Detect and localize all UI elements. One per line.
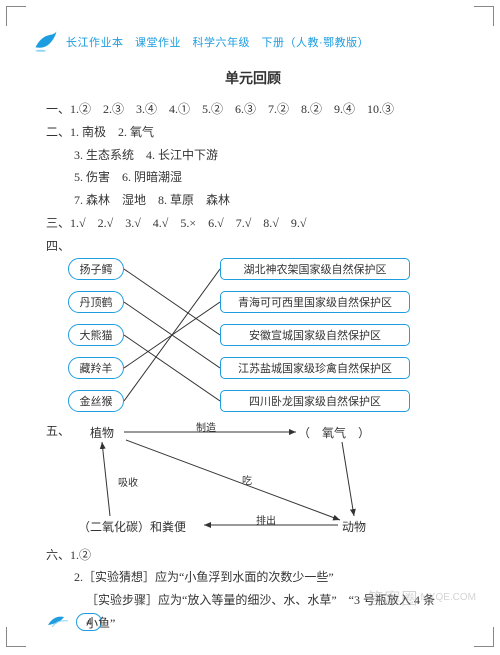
cycle-node: （ 氧气 ） <box>298 424 370 441</box>
section-6-label: 六、 <box>46 548 70 562</box>
match-left-item: 藏羚羊 <box>68 357 124 379</box>
section-3: 三、1.√ 2.√ 3.√ 4.√ 5.× 6.√ 7.√ 8.√ 9.√ <box>46 212 460 235</box>
footer: 4 <box>46 611 102 633</box>
watermark-sub: MXQE.COM <box>420 592 476 603</box>
page: 长江作业本 课堂作业 科学六年级 下册（人教·鄂教版） 单元回顾 一、1.② 2… <box>0 0 500 655</box>
cycle-node: （二氧化碳）和粪便 <box>78 518 186 535</box>
cycle-edge-label: 排出 <box>256 512 276 527</box>
match-right-item: 湖北神农架国家级自然保护区 <box>220 258 410 280</box>
match-left-item: 金丝猴 <box>68 390 124 412</box>
section-1-items: 1.② 2.③ 3.④ 4.① 5.② 6.③ 7.② 8.② 9.④ 10.③ <box>70 102 394 116</box>
bird-icon <box>32 28 60 56</box>
page-number: 4 <box>76 613 102 631</box>
match-left-item: 扬子鳄 <box>68 258 124 280</box>
match-left-item: 丹顶鹤 <box>68 291 124 313</box>
match-right-item: 江苏盐城国家级珍禽自然保护区 <box>220 357 410 379</box>
section-6-row: 1.② <box>70 548 91 562</box>
header-text: 长江作业本 课堂作业 科学六年级 下册（人教·鄂教版） <box>66 34 369 50</box>
section-2-row: 5. 伤害 6. 阴暗潮湿 <box>46 166 460 189</box>
section-4-diagram: 扬子鳄丹顶鹤大熊猫藏羚羊金丝猴 湖北神农架国家级自然保护区青海可可西里国家级自然… <box>46 258 460 416</box>
watermark-main: 答案圈 <box>367 585 418 609</box>
section-1-label: 一、 <box>46 102 70 116</box>
leaf-icon <box>46 611 72 633</box>
page-title: 单元回顾 <box>46 68 460 88</box>
section-1: 一、1.② 2.③ 3.④ 4.① 5.② 6.③ 7.② 8.② 9.④ 10… <box>46 98 460 121</box>
section-3-label: 三、 <box>46 216 70 230</box>
header: 长江作业本 课堂作业 科学六年级 下册（人教·鄂教版） <box>32 28 460 56</box>
watermark: 答案圈 MXQE.COM <box>367 585 476 609</box>
section-2-label: 二、 <box>46 125 70 139</box>
match-right-item: 安徽宣城国家级自然保护区 <box>220 324 410 346</box>
cycle-node: 动物 <box>342 518 366 535</box>
section-6-row: 小鱼” <box>46 612 460 635</box>
section-3-items: 1.√ 2.√ 3.√ 4.√ 5.× 6.√ 7.√ 8.√ 9.√ <box>70 216 306 230</box>
section-2-row: 3. 生态系统 4. 长江中下游 <box>46 144 460 167</box>
cycle-edge-label: 吃 <box>242 472 252 487</box>
section-4-label: 四、 <box>46 239 70 253</box>
match-left-item: 大熊猫 <box>68 324 124 346</box>
cycle-edge-label: 吸收 <box>118 474 138 489</box>
cycle-edge-label: 制造 <box>196 419 216 434</box>
section-5-diagram: 五、 植物 （ 氧气 ） （二氧化碳）和粪便 动物 制造吸收 吃排出 <box>46 422 460 540</box>
cycle-node: 植物 <box>90 424 114 441</box>
section-5-label: 五、 <box>46 422 70 439</box>
match-right-item: 青海可可西里国家级自然保护区 <box>220 291 410 313</box>
section-2-row: 7. 森林 湿地 8. 草原 森林 <box>46 189 460 212</box>
section-2-row: 1. 南极 2. 氧气 <box>70 125 154 139</box>
match-right-item: 四川卧龙国家级自然保护区 <box>220 390 410 412</box>
section-2: 二、1. 南极 2. 氧气 3. 生态系统 4. 长江中下游 5. 伤害 6. … <box>46 121 460 212</box>
